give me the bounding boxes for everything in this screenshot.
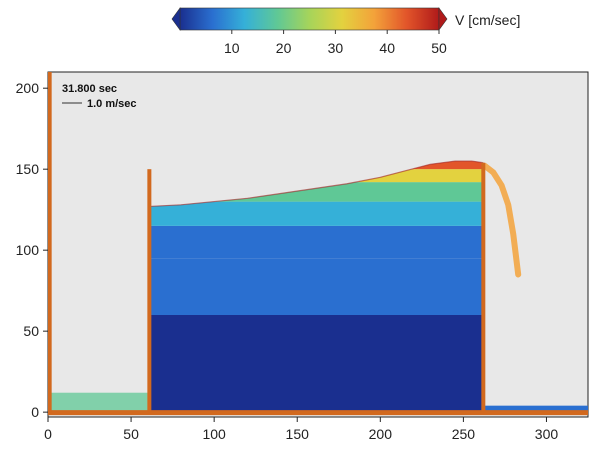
x-tick-label: 100 (202, 426, 226, 442)
x-tick-label: 250 (452, 426, 476, 442)
velocity-band (358, 169, 482, 183)
y-axis: 0 50 100 150 200 (16, 80, 48, 420)
x-axis: 0 50 100 150 200 250 300 (44, 417, 558, 442)
y-tick-label: 150 (16, 161, 40, 177)
spillover-jet (481, 162, 522, 278)
x-tick-label: 300 (535, 426, 559, 442)
x-tick-label: 200 (369, 426, 393, 442)
velocity-band (149, 201, 482, 226)
colorbar-tick-label: 10 (224, 40, 240, 56)
colorbar-tick-label: 40 (379, 40, 395, 56)
wall (481, 162, 486, 413)
scale-vector-annotation: 1.0 m/sec (87, 98, 137, 110)
water-surface-line (149, 160, 484, 208)
right-pool (483, 405, 588, 413)
plot-content (48, 72, 588, 416)
velocity-band (149, 225, 482, 259)
time-annotation: 31.800 sec (62, 83, 117, 95)
colorbar-gradient (179, 7, 440, 31)
y-tick-label: 100 (16, 242, 40, 258)
colorbar-max-arrow (438, 7, 448, 31)
velocity-band (215, 182, 482, 202)
velocity-band (411, 161, 482, 170)
colorbar-ticks: 10 20 30 40 50 (224, 30, 447, 56)
colorbar-tick-label: 50 (431, 40, 447, 56)
x-tick-label: 150 (286, 426, 310, 442)
y-tick-label: 0 (31, 404, 39, 420)
colorbar-min-arrow (171, 7, 181, 31)
wall (147, 169, 152, 413)
left-pool (49, 392, 150, 413)
x-tick-label: 0 (44, 426, 52, 442)
y-tick-label: 50 (23, 323, 39, 339)
floor (48, 410, 588, 416)
colorbar-tick-label: 30 (328, 40, 344, 56)
velocity-band (149, 314, 482, 413)
x-tick-label: 50 (123, 426, 139, 442)
wall (48, 72, 52, 413)
colorbar: V [cm/sec] 10 20 30 40 50 (171, 7, 520, 56)
colorbar-label: V [cm/sec] (455, 12, 520, 28)
velocity-band (149, 258, 482, 315)
y-tick-label: 200 (16, 80, 40, 96)
colorbar-tick-label: 20 (276, 40, 292, 56)
